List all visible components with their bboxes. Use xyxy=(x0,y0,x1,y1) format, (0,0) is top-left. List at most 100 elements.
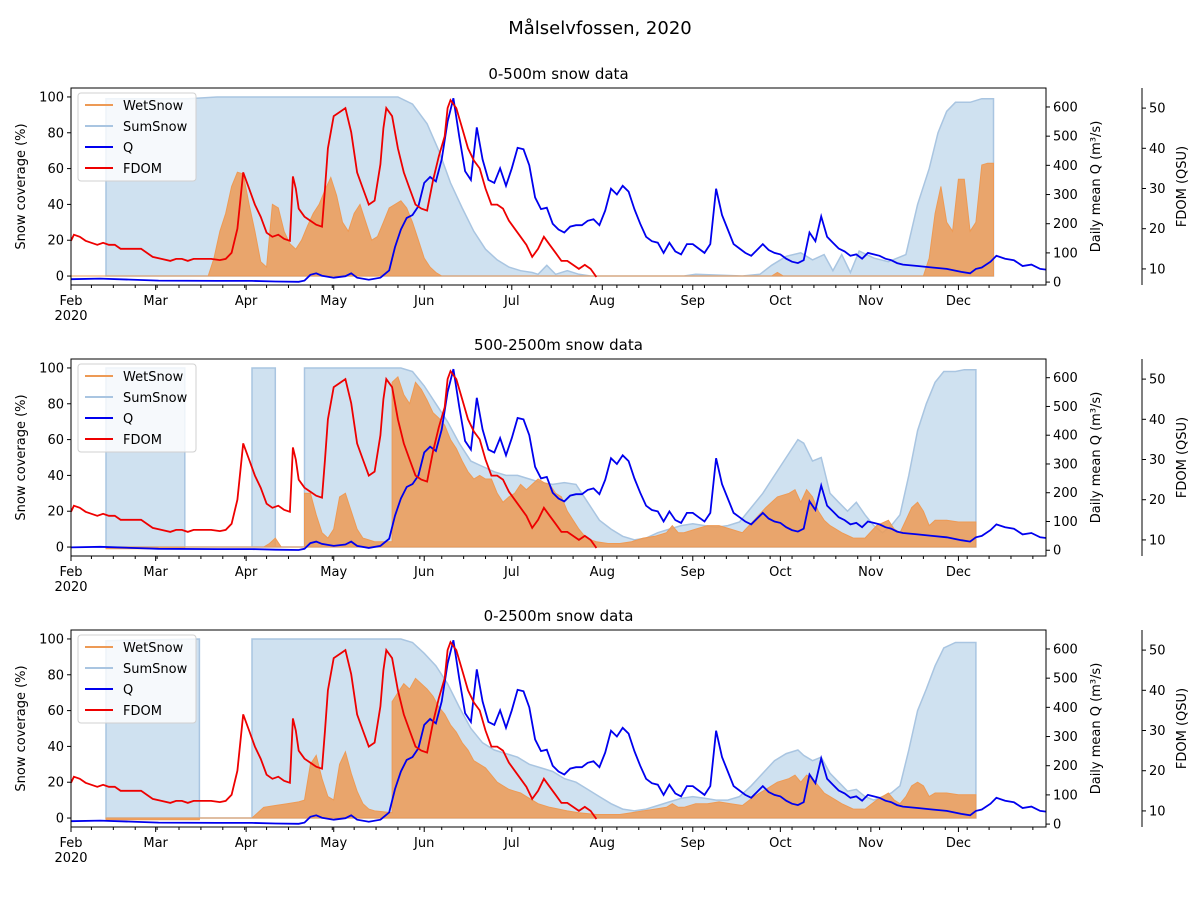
figure-title: Målselvfossen, 2020 xyxy=(508,18,692,39)
fdom-axis-tick-label: 50 xyxy=(1149,644,1166,659)
q-axis-tick-label: 200 xyxy=(1053,217,1078,232)
x-axis-tick-label: Jul xyxy=(503,294,520,309)
legend-box xyxy=(77,634,197,724)
legend-label-q: Q xyxy=(123,683,133,698)
left-axis-tick-label: 100 xyxy=(39,632,64,647)
fdom-axis-label: FDOM (QSU) xyxy=(1175,688,1190,769)
x-axis-tick-label: Feb xyxy=(59,294,82,309)
legend: WetSnow SumSnow Q FDOM xyxy=(77,92,197,182)
q-axis-label: Daily mean Q (m³/s) xyxy=(1089,121,1104,253)
q-axis-tick-label: 400 xyxy=(1053,429,1078,444)
legend-label-sumsnow: SumSnow xyxy=(123,120,188,135)
q-axis-tick-label: 600 xyxy=(1053,100,1078,115)
legend: WetSnow SumSnow Q FDOM xyxy=(77,363,197,453)
x-axis-tick-label: Aug xyxy=(590,836,615,851)
left-axis-tick-label: 60 xyxy=(47,433,64,448)
plot-area xyxy=(71,638,1046,825)
left-axis-tick-label: 80 xyxy=(47,668,64,683)
x-axis-tick-label: Aug xyxy=(590,565,615,580)
q-axis-tick-label: 500 xyxy=(1053,130,1078,145)
legend-label-wetsnow: WetSnow xyxy=(123,370,184,385)
left-axis-label: Snow coverage (%) xyxy=(14,394,29,520)
left-axis-tick-label: 60 xyxy=(47,162,64,177)
fdom-axis-tick-label: 50 xyxy=(1149,373,1166,388)
legend-label-q: Q xyxy=(123,412,133,427)
left-axis-tick-label: 20 xyxy=(47,234,64,249)
legend-label-wetsnow: WetSnow xyxy=(123,99,184,114)
x-axis-tick-label: Oct xyxy=(769,565,791,580)
x-axis-year-label: 2020 xyxy=(54,309,87,324)
fdom-axis-tick-label: 20 xyxy=(1149,764,1166,779)
plot-frame xyxy=(70,629,1047,828)
q-axis-tick-label: 400 xyxy=(1053,159,1078,174)
x-axis-tick-label: Feb xyxy=(59,836,82,851)
q-axis-tick-label: 200 xyxy=(1053,486,1078,501)
left-axis-tick-label: 20 xyxy=(47,776,64,791)
left-axis-tick-label: 100 xyxy=(39,361,64,376)
x-axis-tick-label: Oct xyxy=(769,836,791,851)
fdom-axis-tick-label: 20 xyxy=(1149,493,1166,508)
legend-label-q: Q xyxy=(123,141,133,156)
fdom-axis-tick-label: 20 xyxy=(1149,222,1166,237)
left-axis-tick-label: 80 xyxy=(47,126,64,141)
x-axis-tick-label: Jun xyxy=(413,294,434,309)
x-axis-tick-label: Sep xyxy=(681,836,706,851)
left-axis-label: Snow coverage (%) xyxy=(14,665,29,791)
fdom-axis-tick-label: 30 xyxy=(1149,182,1166,197)
left-axis-tick-label: 80 xyxy=(47,397,64,412)
x-axis-tick-label: Apr xyxy=(235,294,258,309)
plot-frame xyxy=(70,87,1047,286)
left-axis-tick-label: 40 xyxy=(47,469,64,484)
q-axis-tick-label: 100 xyxy=(1053,246,1078,261)
q-axis-tick-label: 600 xyxy=(1053,371,1078,386)
x-axis-tick-label: Dec xyxy=(946,294,971,309)
x-axis-tick-label: Mar xyxy=(143,836,168,851)
q-axis-tick-label: 400 xyxy=(1053,701,1078,716)
q-axis-tick-label: 600 xyxy=(1053,642,1078,657)
legend-label-fdom: FDOM xyxy=(123,433,162,448)
q-axis-tick-label: 100 xyxy=(1053,515,1078,530)
x-axis-tick-label: Feb xyxy=(59,565,82,580)
fdom-axis-tick-label: 30 xyxy=(1149,453,1166,468)
q-axis-tick-label: 0 xyxy=(1053,544,1061,559)
x-axis-tick-label: May xyxy=(320,836,347,851)
x-axis-tick-label: Jul xyxy=(503,836,520,851)
x-axis-tick-label: Mar xyxy=(143,294,168,309)
left-axis-tick-label: 100 xyxy=(39,90,64,105)
q-series-line xyxy=(71,639,1046,825)
legend-label-fdom: FDOM xyxy=(123,162,162,177)
x-axis-tick-label: Mar xyxy=(143,565,168,580)
q-series-line xyxy=(71,97,1046,283)
fdom-series-line xyxy=(71,369,598,549)
x-axis-tick-label: Apr xyxy=(235,565,258,580)
legend-label-wetsnow: WetSnow xyxy=(123,641,184,656)
plot-frame xyxy=(70,358,1047,557)
legend-label-fdom: FDOM xyxy=(123,704,162,719)
plot-area xyxy=(71,96,1046,283)
fdom-axis-tick-label: 50 xyxy=(1149,102,1166,117)
sumsnow-area xyxy=(105,638,977,819)
wetsnow-area xyxy=(71,162,994,277)
left-axis-tick-label: 60 xyxy=(47,704,64,719)
fdom-axis-tick-label: 30 xyxy=(1149,724,1166,739)
q-axis-tick-label: 500 xyxy=(1053,400,1078,415)
fdom-axis-tick-label: 40 xyxy=(1149,684,1166,699)
legend-box xyxy=(77,92,197,182)
legend: WetSnow SumSnow Q FDOM xyxy=(77,634,197,724)
left-axis-tick-label: 0 xyxy=(56,812,64,827)
fdom-axis-label: FDOM (QSU) xyxy=(1175,146,1190,227)
fdom-axis-tick-label: 10 xyxy=(1149,804,1166,819)
q-axis-tick-label: 100 xyxy=(1053,788,1078,803)
x-axis-tick-label: Nov xyxy=(858,565,884,580)
panel-title: 0-2500m snow data xyxy=(484,607,634,625)
x-axis-tick-label: Apr xyxy=(235,836,258,851)
x-axis-tick-label: Jul xyxy=(503,565,520,580)
q-axis-tick-label: 0 xyxy=(1053,818,1061,833)
q-axis-tick-label: 300 xyxy=(1053,188,1078,203)
q-axis-tick-label: 300 xyxy=(1053,730,1078,745)
